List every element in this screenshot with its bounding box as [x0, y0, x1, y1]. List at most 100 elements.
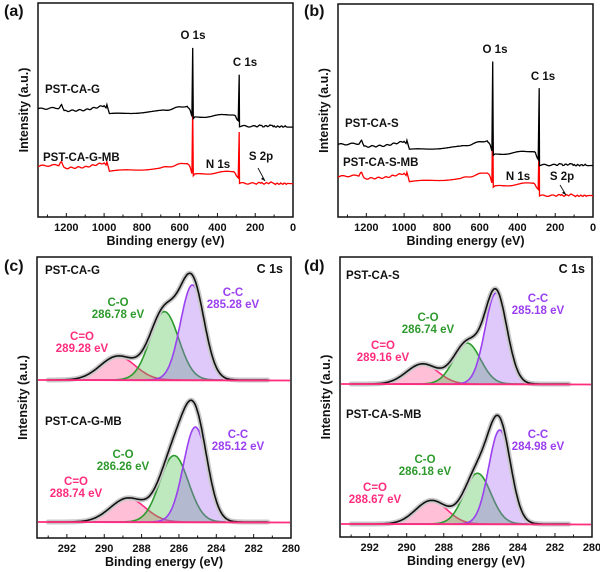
peak-label: O 1s: [483, 44, 508, 56]
component-name-label: C-C: [223, 287, 243, 299]
x-tick-label: 280: [282, 543, 300, 555]
x-tick-label: 286: [472, 542, 490, 554]
x-tick-label: 400: [508, 222, 526, 234]
x-tick-label: 200: [246, 222, 264, 234]
x-tick-label: 1000: [392, 222, 416, 234]
arrow-head: [562, 191, 566, 195]
x-tick-label: 600: [470, 222, 488, 234]
chart-title: C 1s: [257, 262, 283, 276]
plot-frame: [339, 256, 593, 538]
peak-label: S 2p: [249, 151, 273, 163]
x-tick-label: 800: [433, 222, 451, 234]
component-energy-label: 289.16 eV: [357, 352, 410, 364]
chart-title: C 1s: [559, 262, 585, 276]
component-fill-c=o: [48, 356, 268, 380]
component-energy-label: 286.74 eV: [402, 324, 455, 336]
peak-label: C 1s: [531, 71, 555, 83]
x-tick-label: 282: [244, 543, 262, 555]
panel-d: 292 290 288 286 284 282 280 Binding energy (eV)…: [304, 256, 600, 568]
x-tick-label: 1000: [92, 222, 116, 234]
x-tick-label: 0: [590, 222, 596, 234]
panel-letter: (c): [4, 258, 24, 275]
component-energy-label: 286.78 eV: [92, 309, 145, 321]
component-name-label: C-O: [417, 312, 438, 324]
x-tick-label: 282: [546, 542, 564, 554]
y-axis-label: Intensity (a.u.): [317, 68, 331, 153]
component-energy-label: 288.67 eV: [349, 494, 402, 506]
panel-c: 292 290 288 286 284 282 280 Binding energy (eV)…: [4, 256, 300, 569]
component-energy-label: 285.12 eV: [212, 441, 265, 453]
fitted-envelope: [48, 399, 268, 523]
background-line: [37, 521, 291, 524]
x-tick-label: 288: [435, 542, 453, 554]
component-fill-c-o: [351, 343, 569, 384]
background-line: [37, 379, 291, 382]
component-fill-c-o: [48, 311, 268, 380]
component-fill-c=o: [351, 364, 569, 384]
component-name-label: C-C: [528, 429, 548, 441]
background-line: [340, 383, 592, 386]
sample-label: PST-CA-G: [45, 265, 100, 277]
x-tick-label: 290: [398, 542, 416, 554]
plot-frame: [36, 256, 292, 539]
component-name-label: C-O: [112, 449, 133, 461]
peak-label: N 1s: [506, 171, 530, 183]
x-tick-label: 292: [58, 543, 76, 555]
component-energy-label: 284.98 eV: [512, 441, 565, 453]
x-tick-label: 200: [546, 222, 564, 234]
x-tick-label: 800: [133, 222, 151, 234]
component-name-label: C=O: [371, 340, 395, 352]
sample-label: PST-CA-S-MB: [346, 409, 421, 421]
x-tick-label: 1200: [54, 222, 78, 234]
x-tick-label: 0: [290, 222, 296, 234]
sample-label: PST-CA-S: [346, 270, 400, 282]
panel-b: 1200 1000 800 600 400 200 0 Binding energy (eV)…: [304, 3, 596, 248]
component-energy-label: 289.28 eV: [56, 343, 109, 355]
component-name-label: C-C: [228, 429, 248, 441]
component-energy-label: 285.18 eV: [512, 305, 565, 317]
sample-label: PST-CA-G-MB: [45, 416, 122, 428]
x-axis-label: Binding energy (eV): [406, 234, 524, 248]
x-tick-label: 284: [509, 542, 528, 554]
arrow-head: [261, 177, 265, 181]
plot-frame: [337, 3, 594, 218]
component-energy-label: 286.18 eV: [399, 466, 452, 478]
series-label: PST-CA-G: [45, 84, 100, 96]
x-tick-label: 290: [95, 543, 113, 555]
series-label: PST-CA-G-MB: [43, 152, 120, 164]
series-line-pst-ca-g: [37, 47, 294, 129]
peak-label: N 1s: [206, 159, 230, 171]
x-axis-label: Binding energy (eV): [105, 555, 223, 569]
x-tick-label: 292: [360, 542, 378, 554]
component-name-label: C-O: [107, 297, 128, 309]
component-name-label: C-C: [528, 293, 548, 305]
component-name-label: C=O: [64, 476, 88, 488]
peak-label: C 1s: [233, 57, 257, 69]
component-name-label: C=O: [363, 482, 387, 494]
peak-label: O 1s: [181, 30, 206, 42]
x-tick-label: 280: [583, 542, 600, 554]
peak-label: S 2p: [550, 171, 574, 183]
component-fill-c-c: [48, 427, 268, 522]
series-line-pst-ca-s: [337, 61, 594, 167]
y-axis-label: Intensity (a.u.): [319, 355, 333, 440]
x-tick-label: 400: [208, 222, 226, 234]
x-tick-label: 286: [170, 543, 188, 555]
x-tick-label: 600: [170, 222, 188, 234]
series-label: PST-CA-S-MB: [343, 157, 418, 169]
component-energy-label: 286.26 eV: [97, 461, 150, 473]
component-name-label: C-O: [414, 454, 435, 466]
component-fill-c-o: [351, 473, 569, 524]
y-axis-label: Intensity (a.u.): [16, 355, 30, 440]
panel-letter: (a): [4, 3, 24, 20]
y-axis-label: Intensity (a.u.): [17, 68, 31, 153]
plot-frame: [37, 2, 294, 218]
panel-letter: (d): [304, 258, 324, 275]
panel-a: 1200 1000 800 600 400 200 0 Binding energy (eV)…: [4, 2, 296, 248]
component-fill-c-c: [351, 430, 569, 524]
